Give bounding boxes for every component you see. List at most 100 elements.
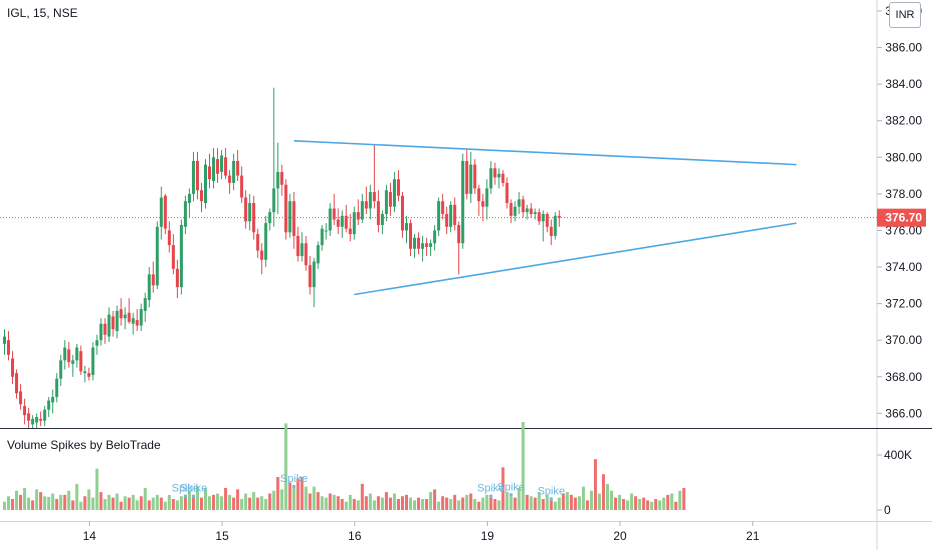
volume-bar — [557, 497, 561, 510]
candle-body — [95, 340, 99, 346]
candle-body — [123, 314, 127, 319]
candle-body — [292, 201, 296, 236]
candle-body — [23, 406, 27, 416]
volume-bar — [372, 500, 376, 510]
volume-bar — [449, 499, 453, 510]
spike-dot — [549, 497, 553, 501]
candle-body — [159, 197, 163, 227]
candle-body — [549, 226, 553, 236]
candle-body — [179, 224, 183, 288]
price-tick-label: 384.00 — [885, 77, 922, 91]
volume-bar — [662, 497, 666, 510]
candle-body — [421, 243, 425, 249]
price-tick-label: 378.00 — [885, 187, 922, 201]
volume-bar — [396, 499, 400, 510]
volume-bar — [248, 497, 252, 510]
volume-bar — [123, 496, 127, 510]
candle-body — [208, 166, 212, 180]
volume-bar — [650, 501, 654, 510]
candle-body — [360, 201, 364, 220]
candle-body — [316, 245, 320, 264]
candle-body — [413, 237, 417, 249]
volume-bar — [581, 486, 585, 510]
volume-bar — [441, 496, 445, 510]
volume-bar — [517, 488, 521, 510]
volume-bar — [115, 493, 119, 510]
candle-body — [268, 212, 272, 224]
candle-body — [63, 347, 67, 361]
volume-bar — [465, 494, 469, 510]
candle-body — [368, 192, 372, 209]
candle-body — [87, 373, 91, 377]
volume-bar — [485, 494, 489, 510]
candle-body — [501, 173, 505, 183]
volume-bar — [191, 497, 195, 510]
candle-body — [284, 184, 288, 233]
candle-body — [3, 336, 6, 344]
candle-body — [256, 234, 260, 251]
volume-bar — [292, 488, 296, 510]
volume-bar — [606, 483, 609, 510]
volume-bar — [187, 490, 191, 510]
upper-trendline — [293, 140, 797, 166]
last-price-label: 376.70 — [885, 211, 922, 225]
volume-bar — [276, 477, 280, 510]
candle-body — [248, 203, 252, 222]
volume-bar — [473, 499, 477, 510]
candle-body — [392, 179, 396, 207]
volume-bar — [525, 494, 529, 510]
volume-bar — [280, 489, 284, 510]
volume-bar — [445, 497, 449, 510]
currency-button[interactable]: INR — [889, 2, 921, 28]
volume-bar — [143, 488, 147, 510]
volume-bar — [626, 500, 630, 510]
volume-bar — [3, 501, 6, 510]
spike-dot — [183, 494, 187, 498]
candle-body — [356, 212, 360, 220]
candle-body — [135, 320, 139, 326]
spike-dot — [489, 494, 493, 498]
volume-bar — [565, 492, 569, 510]
volume-bar — [155, 494, 159, 510]
volume-bar — [678, 490, 682, 510]
volume-bar — [429, 492, 433, 510]
candle-body — [19, 391, 23, 405]
candle-body — [521, 199, 525, 213]
volume-bar — [7, 496, 11, 510]
volume-bar — [336, 496, 340, 510]
candle-body — [127, 312, 131, 322]
volume-bar — [585, 500, 589, 510]
volume-bar — [597, 493, 601, 510]
spike-label: Spike — [172, 483, 200, 495]
volume-bar — [461, 497, 465, 510]
volume-bar — [356, 500, 360, 510]
volume-bar — [304, 486, 308, 510]
candle-body — [155, 226, 159, 286]
price-tick-label: 386.00 — [885, 41, 922, 55]
candle-body — [477, 188, 481, 202]
volume-bar — [316, 492, 320, 510]
volume-bar — [658, 500, 662, 510]
volume-bar — [360, 483, 364, 510]
spike-dot — [191, 494, 195, 498]
lower-trendline — [354, 222, 797, 296]
volume-bar — [477, 501, 481, 510]
candle-body — [216, 159, 220, 174]
candle-body — [115, 310, 119, 332]
candle-body — [529, 208, 533, 214]
volume-bar — [107, 494, 111, 510]
volume-bar — [618, 494, 622, 510]
volume-tick-label: 0 — [884, 503, 891, 517]
volume-bar — [537, 492, 541, 510]
volume-bar — [368, 493, 372, 510]
volume-bar — [127, 497, 131, 510]
indicator-title: Volume Spikes by BeloTrade — [7, 438, 161, 452]
candle-body — [364, 201, 368, 209]
candle-body — [27, 413, 31, 421]
volume-bar — [642, 497, 646, 510]
candle-body — [344, 215, 348, 229]
volume-bar — [51, 493, 55, 510]
volume-bar — [573, 497, 577, 510]
volume-bar — [493, 499, 497, 510]
